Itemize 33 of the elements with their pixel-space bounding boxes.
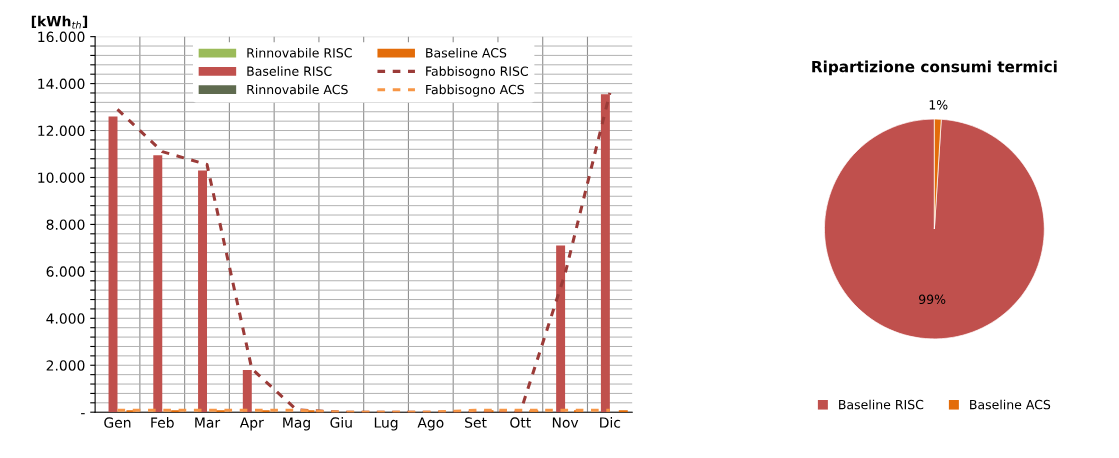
x-tick-label: Gen [104,417,131,428]
data-label: 1% [929,100,948,110]
legend-label: Fabbisogno ACS [426,84,524,97]
x-tick-label: Nov [552,417,579,428]
y-tick-label: 4.000 [46,313,85,324]
x-tick-label: Mag [283,417,310,431]
y-tick-label: 10.000 [38,172,85,183]
x-tick-label: Ago [417,417,444,431]
legend-label: Rinnovabile ACS [247,84,348,95]
y-tick-label: 8.000 [46,219,85,230]
legend-label: Fabbisogno RISC [426,66,528,79]
legend-label: Baseline ACS [426,47,507,58]
chart-title: Ripartizione consumi termici [812,60,1057,76]
legend-label: Baseline RISC [247,66,332,76]
y-tick-label: 6.000 [46,266,85,277]
data-label: 99% [919,294,946,305]
x-tick-label: Mar [195,417,221,428]
x-tick-label: Apr [239,417,264,431]
x-tick-label: Ott [510,417,531,428]
x-tick-label: Lug [374,417,398,431]
legend-label: Baseline ACS [970,399,1051,410]
x-tick-label: Set [465,417,487,428]
y-tick-label: 12.000 [38,125,85,136]
y-tick-label: 14.000 [38,78,85,90]
legend-label: Rinnovabile RISC [247,47,352,58]
legend-label: Baseline RISC [839,399,924,410]
y-axis-title: [kWh$_{th}$] [31,15,88,29]
y-tick-label: 2.000 [46,360,85,371]
y-tick-label: 16.000 [38,31,85,43]
x-tick-label: Dic [600,417,621,428]
x-tick-label: Giu [330,417,352,428]
y-tick-label: - [81,413,85,415]
x-tick-label: Feb [151,417,174,428]
